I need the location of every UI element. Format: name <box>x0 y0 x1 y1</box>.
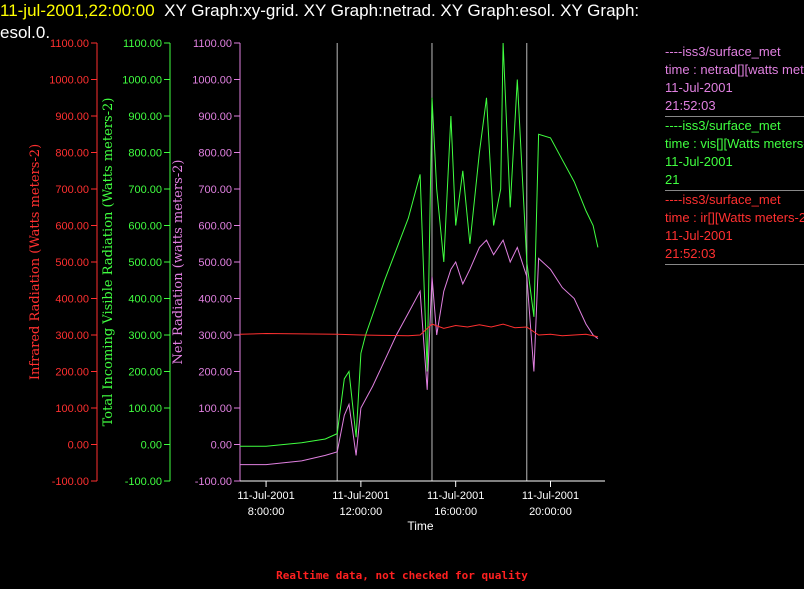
legend-entry-vis: ----iss3/surface_met time : vis[][Watts … <box>665 117 804 191</box>
y-tick-label: 1100.00 <box>50 38 89 50</box>
y-tick-label: 900.00 <box>55 111 89 123</box>
x-tick-time: 12:00:00 <box>339 506 382 518</box>
y-tick-label: 400.00 <box>55 294 89 306</box>
legend-source: ----iss3/surface_met <box>665 192 781 207</box>
legend-time: 21:52:03 <box>665 98 716 113</box>
x-tick-date: 11-Jul-2001 <box>522 490 579 502</box>
y-tick-label: 0.00 <box>68 440 89 452</box>
x-tick-date: 11-Jul-2001 <box>427 490 484 502</box>
y-tick-label: 900.00 <box>128 111 162 123</box>
y-tick-label: 900.00 <box>198 111 232 123</box>
y-tick-label: -100.00 <box>195 476 232 488</box>
legend-date: 11-Jul-2001 <box>665 228 733 243</box>
y-tick-label: 800.00 <box>55 148 89 160</box>
y-tick-label: 1100.00 <box>123 38 162 50</box>
y-tick-label: 300.00 <box>198 330 232 342</box>
y-tick-label: 100.00 <box>128 403 162 415</box>
y-tick-label: 400.00 <box>128 294 162 306</box>
y-tick-label: 0.00 <box>141 440 162 452</box>
y-axis-label-ir: Infrared Radiation (Watts meters-2) <box>28 144 43 380</box>
quality-notice: Realtime data, not checked for quality <box>276 569 528 582</box>
y-tick-label: 1000.00 <box>192 75 232 87</box>
x-tick-time: 20:00:00 <box>529 506 572 518</box>
y-tick-label: 600.00 <box>55 221 89 233</box>
y-tick-label: 1100.00 <box>193 38 232 50</box>
legend-variable: time : ir[][Watts meters-2] <box>665 210 804 225</box>
y-tick-label: -100.00 <box>125 476 162 488</box>
y-tick-label: 1000.00 <box>122 75 162 87</box>
y-tick-label: 100.00 <box>198 403 232 415</box>
y-axis-label-net: Net Radiation (watts meters-2) <box>171 160 186 365</box>
series-line-ir <box>239 323 599 338</box>
x-tick-date: 11-Jul-2001 <box>332 490 389 502</box>
y-tick-label: 800.00 <box>198 148 232 160</box>
y-tick-label: 700.00 <box>198 184 232 196</box>
y-tick-label: 600.00 <box>198 221 232 233</box>
graph-list-continued: esol.0. <box>0 23 51 42</box>
legend-time: 21 <box>665 172 680 187</box>
y-tick-label: 0.00 <box>211 440 232 452</box>
timestamp: 11-jul-2001,22:00:00 <box>0 1 155 20</box>
legend-variable: time : netrad[][watts meters-2] <box>665 62 804 77</box>
y-tick-label: 300.00 <box>55 330 89 342</box>
y-tick-label: 700.00 <box>55 184 89 196</box>
legend-entry-netrad: ----iss3/surface_met time : netrad[][wat… <box>665 43 804 117</box>
legend-entry-ir: ----iss3/surface_met time : ir[][Watts m… <box>665 191 804 265</box>
graph-list: XY Graph:xy-grid. XY Graph:netrad. XY Gr… <box>164 1 640 20</box>
y-tick-label: 200.00 <box>55 367 89 379</box>
legend-date: 11-Jul-2001 <box>665 80 733 95</box>
x-tick-time: 16:00:00 <box>434 506 477 518</box>
y-tick-label: 200.00 <box>198 367 232 379</box>
x-axis-label: Time <box>407 519 434 533</box>
y-tick-label: 500.00 <box>55 257 89 269</box>
x-tick-date: 11-Jul-2001 <box>237 490 294 502</box>
y-tick-label: 700.00 <box>128 184 162 196</box>
y-tick-label: 1000.00 <box>49 75 89 87</box>
x-tick-time: 8:00:00 <box>248 506 285 518</box>
y-tick-label: 400.00 <box>198 294 232 306</box>
legend-source: ----iss3/surface_met <box>665 118 781 133</box>
y-tick-label: 100.00 <box>55 403 89 415</box>
y-tick-label: 600.00 <box>128 221 162 233</box>
graph-title: 11-jul-2001,22:00:00 XY Graph:xy-grid. X… <box>0 0 804 42</box>
y-tick-label: 800.00 <box>128 148 162 160</box>
legend-date: 11-Jul-2001 <box>665 154 733 169</box>
y-tick-label: 200.00 <box>128 367 162 379</box>
y-tick-label: -100.00 <box>52 476 89 488</box>
series-line-vis <box>240 42 599 447</box>
y-tick-label: 300.00 <box>128 330 162 342</box>
y-tick-label: 500.00 <box>128 257 162 269</box>
legend-variable: time : vis[][Watts meters-2] <box>665 136 804 151</box>
legend: ----iss3/surface_met time : netrad[][wat… <box>665 43 804 265</box>
legend-source: ----iss3/surface_met <box>665 44 781 59</box>
y-tick-label: 500.00 <box>198 257 232 269</box>
legend-time: 21:52:03 <box>665 246 716 261</box>
series-line-net <box>240 238 599 466</box>
y-axis-label-vis: Total Incoming Visible Radiation (Watts … <box>101 98 116 427</box>
